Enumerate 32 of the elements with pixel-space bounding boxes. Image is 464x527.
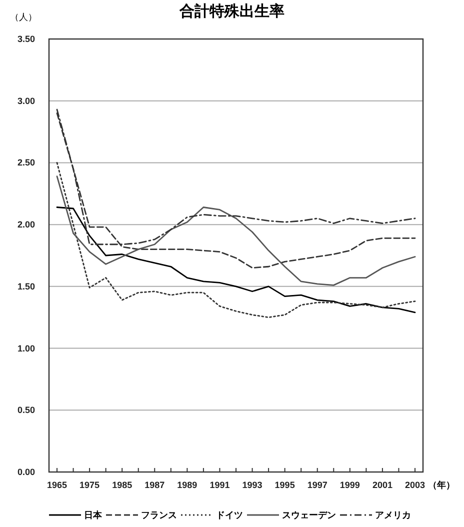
legend-label: アメリカ bbox=[375, 510, 411, 520]
legend-label: ドイツ bbox=[216, 510, 243, 520]
y-tick-label: 0.50 bbox=[17, 405, 35, 416]
x-tick-label: 1995 bbox=[274, 480, 295, 490]
line-series bbox=[56, 112, 416, 269]
line-series bbox=[56, 206, 416, 314]
x-tick-label: 1991 bbox=[210, 480, 230, 490]
x-tick-label: 2003 bbox=[404, 480, 426, 490]
chart-title: 合計特殊出生率 bbox=[178, 2, 284, 20]
x-tick-label: 1997 bbox=[307, 480, 328, 490]
x-tick-label: 1999 bbox=[340, 480, 360, 490]
x-tick-label: 2001 bbox=[372, 480, 392, 490]
y-tick-label: 2.50 bbox=[17, 158, 35, 168]
y-tick-label: 3.00 bbox=[17, 96, 35, 106]
x-tick-label: 1985 bbox=[112, 480, 132, 490]
y-tick-label: 3.50 bbox=[17, 34, 35, 44]
y-axis-title: （人） bbox=[10, 12, 37, 22]
x-tick-label: 1987 bbox=[144, 480, 165, 490]
line-series bbox=[56, 176, 416, 286]
y-tick-label: 1.00 bbox=[17, 343, 35, 354]
legend-label: スウェーデン bbox=[282, 510, 336, 520]
legend-label: フランス bbox=[141, 510, 177, 520]
legend-label: 日本 bbox=[84, 510, 103, 520]
y-tick-label: 2.00 bbox=[17, 220, 35, 230]
y-tick-label: 0.00 bbox=[17, 467, 35, 477]
x-tick-label: 1975 bbox=[80, 480, 100, 490]
x-tick-label: 1993 bbox=[242, 480, 262, 490]
x-axis-title: （年） bbox=[428, 480, 455, 490]
y-tick-label: 1.50 bbox=[17, 281, 35, 292]
x-tick-label: 1965 bbox=[46, 480, 68, 490]
x-tick-label: 1989 bbox=[177, 480, 198, 490]
line-series bbox=[56, 162, 416, 318]
